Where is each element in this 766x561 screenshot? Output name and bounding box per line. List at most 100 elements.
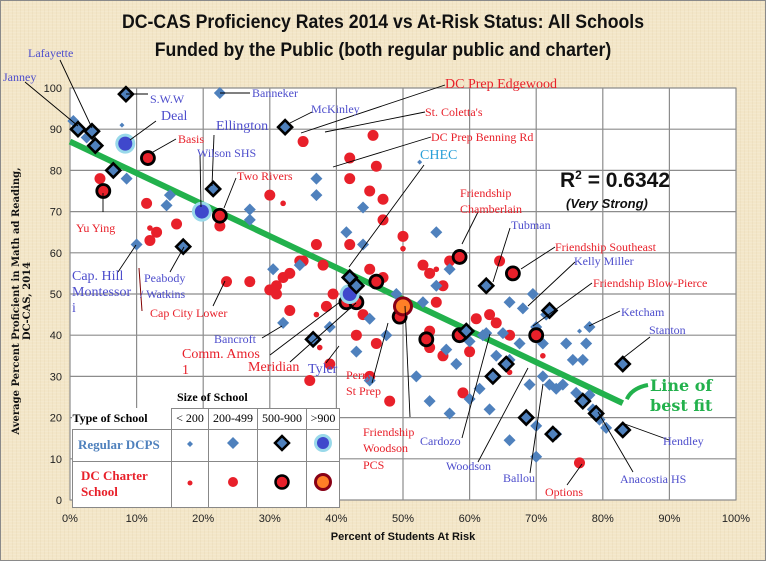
annotation-ketcham: Ketcham — [621, 305, 665, 319]
charter-point — [313, 311, 320, 318]
dcps-point — [443, 407, 456, 420]
charter-point — [214, 220, 226, 232]
dcps-point — [120, 172, 133, 185]
dcps-point — [430, 226, 443, 239]
point-st-coletta-s — [367, 129, 379, 141]
annotation-cap-hill-3: i — [72, 301, 76, 316]
legend-size-200-499: 200-499 — [208, 408, 258, 430]
charter-point — [540, 353, 546, 359]
y-tick-label: 80 — [50, 165, 62, 177]
charter-point — [317, 259, 329, 271]
dcps-point — [576, 328, 582, 334]
annotation-friendship-blow-pierce: Friendship Blow-Pierce — [593, 276, 708, 290]
x-tick-label: 30% — [259, 513, 281, 525]
dcps-point — [443, 263, 456, 276]
annotation-leader-line — [597, 411, 634, 473]
point-ellington — [204, 180, 223, 198]
annotation-options: Options — [545, 485, 584, 499]
annotation-comm-amos-1: Comm. Amos — [182, 347, 260, 362]
charter-point — [344, 239, 356, 251]
annotation-leader-line — [520, 246, 556, 270]
legend-size-gt900: >900 — [306, 408, 340, 430]
annotation-leader-line — [211, 134, 215, 187]
size-type-legend: Size of School Type of School < 200 200-… — [72, 390, 344, 508]
dcps-point — [363, 374, 376, 387]
x-axis-label: Percent of Students At Risk — [330, 531, 476, 543]
charter-point — [264, 284, 276, 296]
charter-point — [310, 239, 322, 251]
point-friendship-blow-pierce — [528, 327, 545, 344]
annotation-ellington: Ellington — [216, 119, 269, 134]
annotation-cap-hill-1: Cap. Hill — [72, 269, 124, 284]
annotation-mckinley: McKinley — [311, 102, 360, 116]
annotation-st-colettas: St. Coletta's — [425, 105, 483, 119]
legend-table: Type of School < 200 200-499 500-900 >90… — [72, 408, 340, 508]
y-tick-label: 90 — [50, 124, 62, 136]
legend-marker-charter-2 — [208, 460, 258, 508]
legend-size-title: Size of School — [177, 390, 248, 404]
annotation-dc-prep-benning: DC Prep Benning Rd — [431, 130, 534, 144]
legend-marker-dcps-3 — [257, 428, 307, 462]
charter-point — [171, 218, 183, 230]
annotation-woodson: Woodson — [446, 459, 492, 473]
dcps-point — [503, 434, 516, 447]
annotation-anacostia-hs: Anacostia HS — [620, 472, 687, 486]
annotation-leader-line — [325, 345, 340, 364]
point-peabody-watkins — [174, 237, 193, 256]
charter-point — [384, 395, 396, 407]
legend-type-dcps: Regular DCPS — [72, 428, 172, 462]
annotation-tyler: Tyler — [308, 362, 338, 377]
charter-point — [316, 344, 323, 351]
dcps-point — [417, 159, 423, 165]
charter-point — [464, 346, 476, 358]
charter-point — [151, 226, 163, 238]
x-tick-label: 70% — [525, 513, 547, 525]
annotation-leader-line — [223, 177, 237, 209]
dcps-point — [104, 161, 123, 180]
y-tick-label: 60 — [50, 248, 62, 260]
point-wilson-shs — [191, 201, 212, 222]
annotation-sww: S.W.W — [150, 92, 185, 106]
dcps-point — [513, 337, 526, 350]
annotation-leader-line — [529, 383, 544, 474]
y-tick-label: 50 — [50, 289, 62, 301]
charter-point — [320, 300, 332, 312]
dcps-point — [496, 327, 509, 340]
annotation-separator — [138, 267, 143, 312]
dcps-point — [243, 213, 256, 226]
x-tick-label: 90% — [658, 513, 680, 525]
dcps-point — [536, 370, 549, 383]
annotation-friendship-chamberlain-1: Friendship — [460, 186, 512, 200]
charter-point — [350, 329, 362, 341]
annotation-friendship-woodson-3: PCS — [363, 458, 385, 472]
annotation-leader-line — [324, 111, 426, 133]
point-basis — [140, 150, 156, 166]
dcps-point — [576, 353, 589, 366]
legend-marker-charter-4 — [306, 460, 340, 508]
annotation-tubman: Tubman — [511, 218, 551, 232]
legend-marker-charter-3 — [257, 460, 307, 508]
charter-point — [418, 331, 435, 348]
charter-point — [417, 259, 429, 271]
chart-title-line-1: DC-CAS Proficiency Rates 2014 vs At-Risk… — [121, 12, 645, 33]
x-tick-label: 50% — [392, 513, 414, 525]
point-deal — [115, 133, 136, 154]
dcps-point — [293, 259, 306, 272]
annotation-basis: Basis — [178, 132, 205, 146]
dcps-point — [523, 378, 536, 391]
dcps-point — [390, 288, 403, 300]
point-tubman — [477, 276, 496, 295]
y-tick-label: 0 — [56, 495, 62, 507]
charter-point — [327, 288, 339, 300]
chart-title-line-2: Funded by the Public (both regular publi… — [154, 40, 612, 61]
legend-marker-dcps-1 — [171, 428, 209, 462]
charter-point — [457, 387, 469, 399]
dcps-point — [347, 276, 366, 295]
dcps-point — [526, 288, 539, 300]
annotation-leader-line — [588, 310, 621, 327]
legend-marker-dcps-4 — [306, 428, 340, 462]
annotation-kelly-miller: Kelly Miller — [574, 254, 634, 268]
annotation-deal: Deal — [161, 109, 188, 124]
annotation-perry-2: St Prep — [346, 384, 382, 398]
annotation-leader-line — [261, 325, 283, 339]
